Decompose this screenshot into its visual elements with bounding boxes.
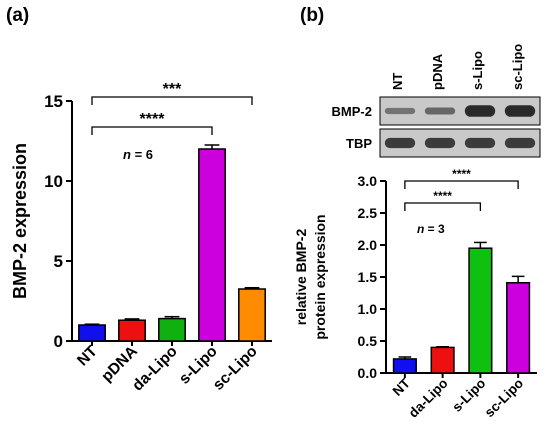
blot-band [384,107,416,115]
blot-band [424,107,456,115]
blot-band [504,137,536,149]
blot-band [384,137,416,149]
blot-band [424,137,456,149]
y-tick-label: 0.0 [358,365,378,381]
x-tick-label: NT [390,375,414,399]
bar-NT [392,358,417,374]
y-axis-title: relative BMP-2 [293,229,309,326]
significance-bracket [91,96,253,105]
blot-band [464,105,496,117]
panel-b-label: (b) [300,5,324,26]
y-tick-label: 5 [54,252,63,271]
blot-band [464,137,496,149]
blot-row-label: BMP-2 [332,104,372,119]
y-tick-label: 1.0 [358,301,378,317]
y-axis-title: protein expression [312,214,328,339]
lane-label: pDNA [430,53,445,90]
bar-NT [78,324,106,342]
blot-band [504,105,536,117]
significance-bracket [404,202,482,211]
chart-b: 0.0 0.5 1.0 1.5 2.0 2.5 3.0 relative BMP-2 prote… [293,167,537,421]
significance-label: *** [163,81,182,98]
significance-label: **** [140,111,166,128]
bar-sc-Lipo [238,288,266,342]
y-tick-label: 10 [44,172,63,191]
lane-label: s-Lipo [470,51,485,90]
x-tick-label: da-Lipo [129,343,181,395]
bar-da-Lipo [158,317,186,342]
y-tick-label: 3.0 [358,173,378,189]
significance-bracket [91,126,213,135]
bar-pDNA [118,319,146,342]
x-tick-label: sc-Lipo [482,376,527,421]
x-tick-label: da-Lipo [406,376,451,421]
significance-label: **** [452,167,471,181]
bar-s-Lipo [198,148,226,342]
y-tick-label: 0.5 [358,333,378,349]
bar-s-Lipo [468,247,493,374]
significance-bracket [404,180,519,189]
bar-sc-Lipo [506,282,531,374]
bar-da-Lipo [430,346,455,374]
y-tick-label: 2.5 [358,205,378,221]
x-tick-label: NT [74,342,101,369]
significance-label: **** [433,189,452,203]
blot-row-label: TBP [346,136,372,151]
lane-label: NT [390,73,405,90]
western-blot: NT pDNA s-Lipo sc-Lipo BMP-2 TBP [332,44,541,158]
y-tick-label: 1.5 [358,269,378,285]
n-annotation: n = 6 [123,147,153,162]
y-tick-label: 0 [54,332,63,351]
y-tick-label: 15 [44,92,63,111]
panel-a-label: (a) [6,5,29,26]
n-annotation: n = 3 [417,222,445,236]
x-tick-label: sc-Lipo [210,343,261,394]
y-axis-title: BMP-2 expression [10,143,30,299]
y-tick-label: 2.0 [358,237,378,253]
lane-label: sc-Lipo [510,44,525,90]
